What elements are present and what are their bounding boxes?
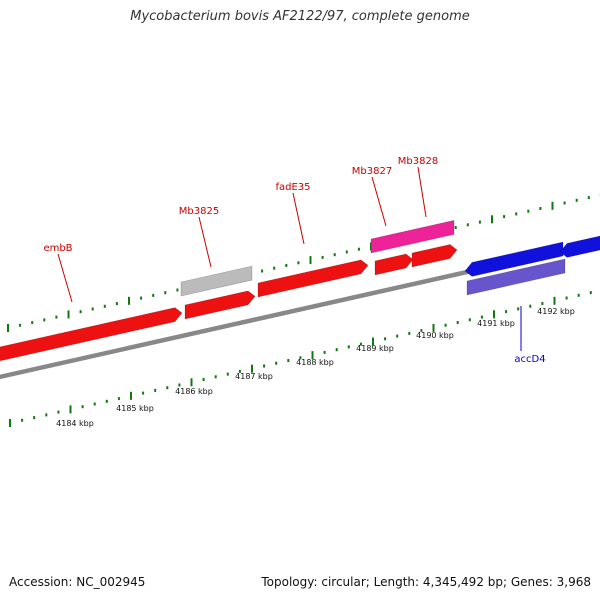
accD4-box <box>466 258 566 296</box>
gene-features <box>0 220 600 362</box>
genome-title: Mycobacterium bovis AF2122/97, complete … <box>130 9 470 24</box>
gene-label-mb3827: Mb3827 <box>352 166 392 177</box>
kbp-label: 4184 kbp <box>56 419 94 428</box>
genome-summary-text: Topology: circular; Length: 4,345,492 bp… <box>261 575 591 589</box>
mb3828-box <box>370 220 455 254</box>
kbp-label: 4185 kbp <box>116 404 154 413</box>
blue-arrow-2 <box>559 235 600 258</box>
embB-arrow <box>0 307 183 362</box>
gene-label-embb: embB <box>43 243 72 254</box>
fadE35-arrow <box>257 259 369 298</box>
kbp-label: 4188 kbp <box>296 358 334 367</box>
leader-line <box>417 166 427 218</box>
kbp-label: 4186 kbp <box>175 387 213 396</box>
leader-line <box>198 216 212 268</box>
gene-label-mb3828: Mb3828 <box>398 156 438 167</box>
gene-arrow-2 <box>184 290 256 320</box>
leader-line <box>57 253 73 303</box>
label-leaders <box>57 166 522 351</box>
kbp-labels: 4184 kbp 4185 kbp 4186 kbp 4187 kbp 4188 kbp… <box>56 307 575 428</box>
accession-text: Accession: NC_002945 <box>9 575 146 589</box>
kbp-label: 4189 kbp <box>356 344 394 353</box>
mb3827-arrow <box>374 253 414 276</box>
leader-line <box>292 192 305 245</box>
kbp-label: 4191 kbp <box>477 319 515 328</box>
gene-labels: embB Mb3825 fadE35 Mb3827 Mb3828 accD4 <box>43 156 545 365</box>
gene-label-mb3825: Mb3825 <box>179 206 219 217</box>
leader-line <box>371 176 387 227</box>
gene-label-fade35: fadE35 <box>275 182 310 193</box>
gene-label-accd4: accD4 <box>514 354 545 365</box>
kbp-label: 4187 kbp <box>235 372 273 381</box>
mb3825-box <box>180 265 253 297</box>
kbp-label: 4190 kbp <box>416 331 454 340</box>
kbp-label: 4192 kbp <box>537 307 575 316</box>
gene-arrow-6 <box>411 244 458 268</box>
inner-ticks <box>9 291 592 427</box>
